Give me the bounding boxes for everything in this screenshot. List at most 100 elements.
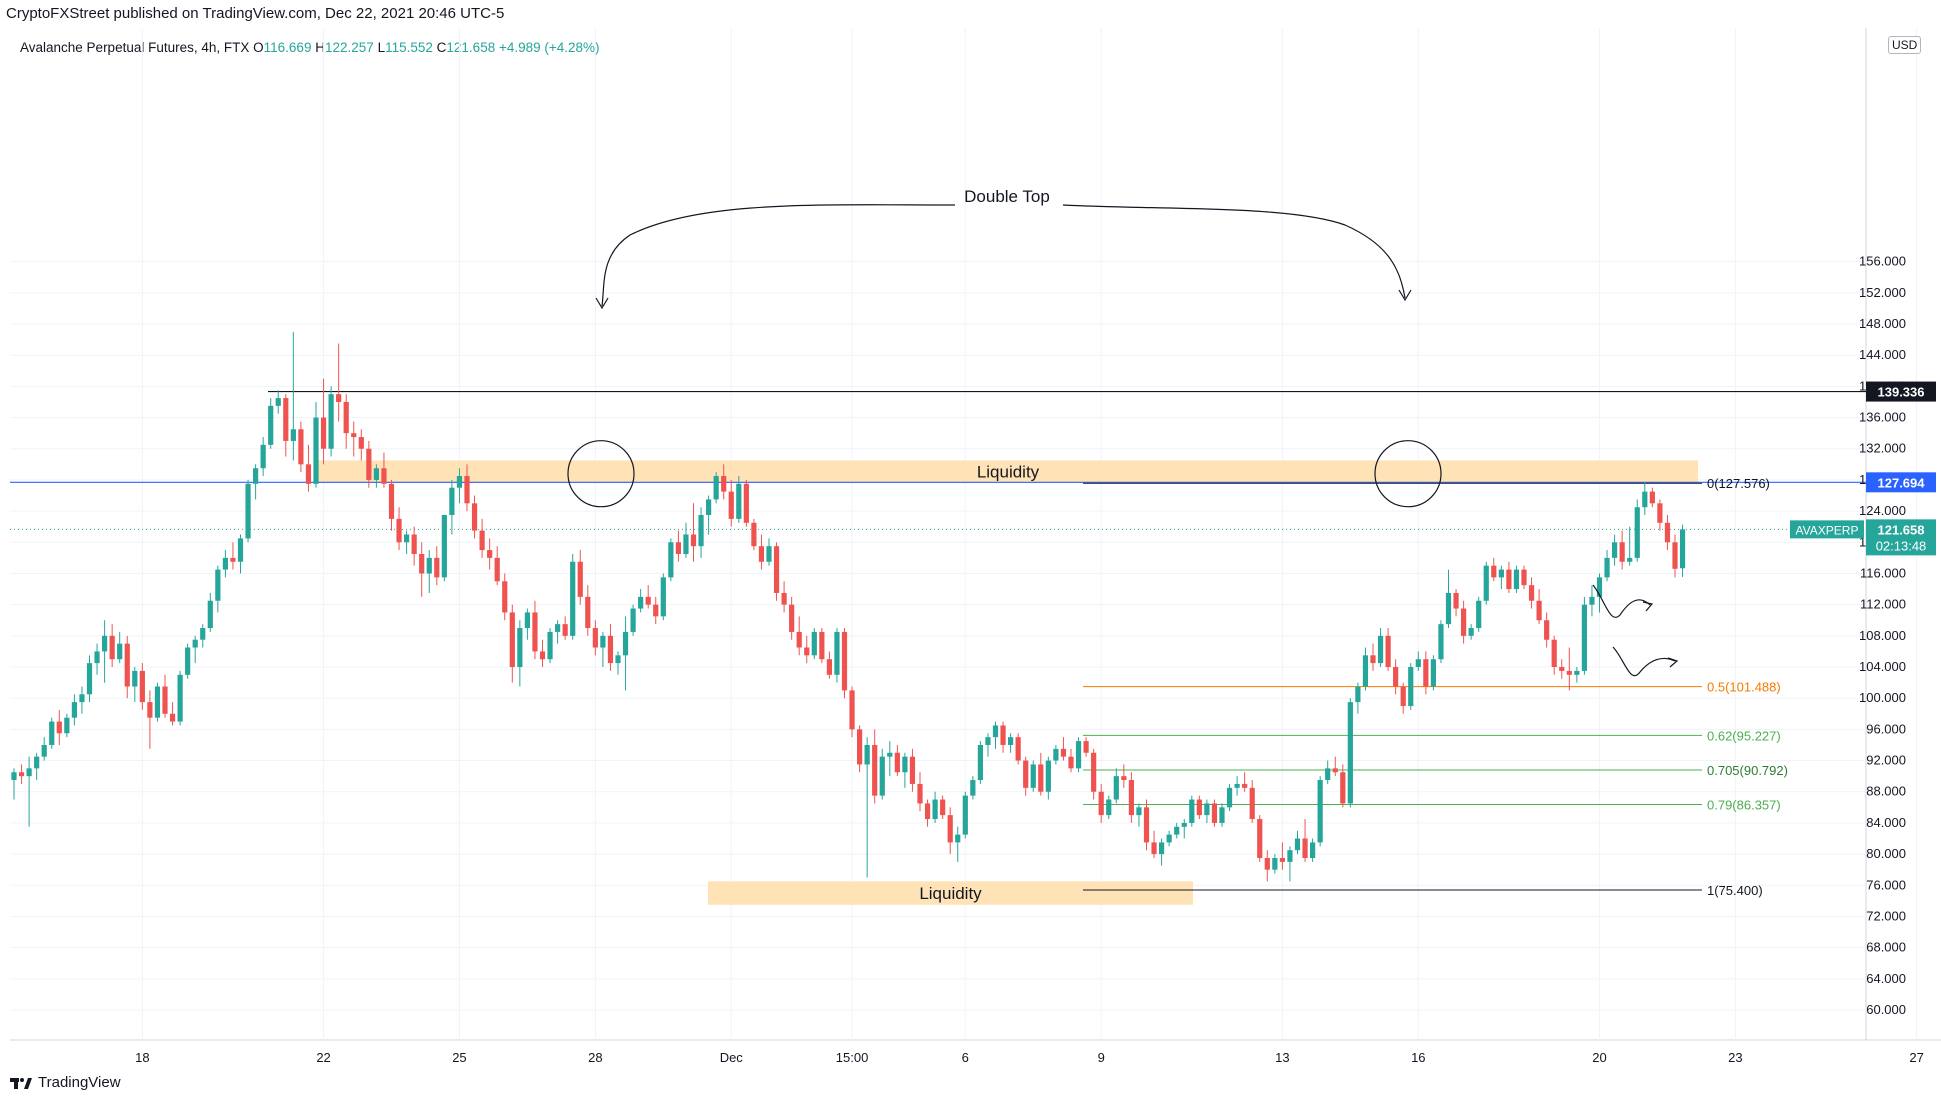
candle-body: [1279, 857, 1285, 862]
candle: [781, 581, 787, 613]
symbol-badge-text: AVAXPERP: [1796, 523, 1859, 537]
candle: [1536, 589, 1542, 625]
candle: [1340, 764, 1346, 808]
candle-body: [1664, 522, 1671, 543]
candle-body: [796, 631, 802, 648]
candle: [56, 709, 62, 745]
candle: [1438, 620, 1444, 664]
y-tick-label: 128.000: [1859, 472, 1906, 487]
candle: [962, 791, 968, 839]
candle-body: [139, 670, 145, 703]
candle: [1649, 487, 1655, 508]
candle-body: [1506, 569, 1512, 590]
candle-body: [781, 592, 787, 605]
x-tick-label: 15:00: [836, 1050, 869, 1065]
last-price-badge-text: 02:13:48: [1876, 538, 1927, 553]
candle: [200, 624, 206, 648]
arrowhead-icon: [1642, 601, 1654, 612]
arrowhead-icon: [595, 297, 609, 310]
candle: [857, 725, 863, 773]
candle: [1264, 850, 1270, 882]
candle: [1272, 854, 1278, 874]
candle: [577, 550, 583, 605]
candle-body: [290, 429, 296, 441]
candle-body: [992, 725, 999, 738]
candle-body: [1491, 565, 1497, 578]
candle: [487, 538, 493, 570]
candle: [169, 702, 176, 726]
resistance-price-badge-bg: [1866, 381, 1936, 402]
fib-level-label: 0.5(101.488): [1707, 680, 1781, 695]
candle-body: [607, 635, 614, 664]
liquidity-label: Liquidity: [977, 463, 1040, 482]
last-price-badge-text: 121.658: [1878, 522, 1925, 537]
candle-body: [1181, 822, 1187, 827]
candle-body: [487, 550, 493, 558]
candle-body: [222, 557, 228, 570]
candle: [1045, 756, 1051, 800]
candle-body: [1068, 756, 1074, 769]
candle: [177, 670, 183, 726]
candle: [1151, 830, 1157, 858]
candle: [1030, 760, 1036, 792]
candle: [1528, 577, 1535, 609]
candle-body: [615, 655, 621, 664]
candle-body: [706, 499, 712, 516]
candle-body: [109, 635, 115, 660]
blue-line-price-badge-bg: [1866, 472, 1936, 493]
x-tick-label: 28: [588, 1050, 602, 1065]
candle-body: [1106, 799, 1112, 816]
candle: [154, 682, 161, 722]
candle-body: [947, 815, 953, 843]
candle-body: [1596, 577, 1603, 597]
candle-body: [132, 670, 138, 687]
candle: [86, 655, 93, 703]
y-tick-label: 88.000: [1866, 784, 1906, 799]
candle-body: [71, 702, 77, 718]
symbol-badge: AVAXPERP: [1790, 520, 1864, 539]
candle: [864, 737, 870, 878]
candle: [117, 631, 123, 664]
candle-body: [1528, 585, 1535, 601]
candle-body: [253, 468, 259, 484]
candle-body: [789, 604, 795, 632]
candle-body: [56, 721, 62, 734]
currency-button[interactable]: USD: [1888, 36, 1922, 54]
candle: [804, 635, 810, 664]
y-tick-label: 156.000: [1859, 254, 1906, 269]
candle-body: [1619, 542, 1625, 562]
candle-body: [728, 491, 734, 519]
candle-body: [1589, 596, 1595, 605]
candle-body: [373, 468, 379, 480]
candle-body: [268, 405, 274, 445]
symbol-name[interactable]: Avalanche Perpetual Futures, 4h, FTX: [20, 40, 250, 55]
candle-body: [1219, 807, 1225, 823]
candle: [237, 534, 244, 574]
candle-body: [1536, 600, 1542, 621]
candle: [1612, 534, 1618, 566]
candle-body: [245, 483, 251, 539]
candle: [1121, 764, 1127, 788]
double-top-circle: [1374, 440, 1442, 508]
candle: [230, 542, 236, 570]
candle-body: [313, 417, 319, 484]
candle: [879, 748, 885, 800]
candle-body: [207, 600, 213, 629]
candle: [320, 378, 327, 465]
candle-body: [336, 394, 342, 402]
fib-level-label: 1(75.400): [1707, 883, 1763, 898]
candle: [773, 542, 780, 601]
x-tick-label: 22: [316, 1050, 330, 1065]
candle: [1574, 667, 1580, 683]
candle: [1468, 624, 1474, 640]
x-tick-label: 25: [452, 1050, 466, 1065]
candle: [502, 573, 508, 621]
candle: [132, 667, 138, 703]
last-price-badge-bg: [1866, 519, 1936, 556]
candle: [1400, 682, 1406, 714]
candle-body: [275, 398, 281, 406]
candle: [1498, 565, 1504, 590]
candle: [215, 565, 221, 613]
